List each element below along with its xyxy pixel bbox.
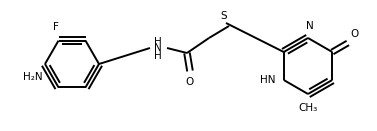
Text: O: O [186, 77, 194, 87]
Text: N: N [154, 43, 162, 53]
Text: O: O [351, 29, 359, 39]
Text: F: F [52, 22, 58, 32]
Text: N: N [306, 21, 314, 31]
Text: H: H [154, 37, 162, 47]
Text: H: H [154, 51, 162, 61]
Text: CH₃: CH₃ [298, 103, 318, 113]
Text: N: N [154, 43, 162, 53]
Text: H₂N: H₂N [23, 72, 43, 82]
Text: HN: HN [260, 75, 276, 85]
Text: S: S [221, 11, 227, 21]
